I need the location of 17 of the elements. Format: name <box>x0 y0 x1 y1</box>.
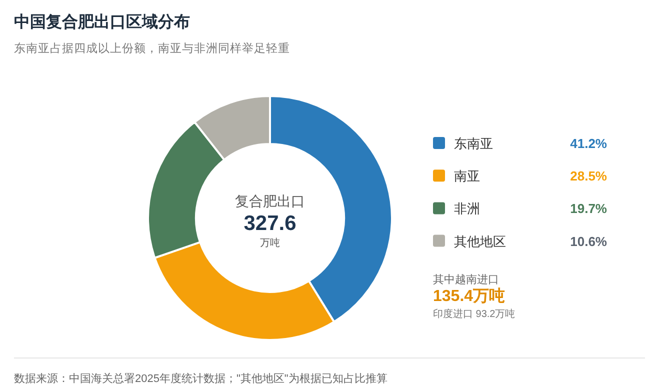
data-label: 10.6% <box>570 234 608 249</box>
text: 万吨 <box>260 237 280 249</box>
data-label: 28.5% <box>570 168 608 184</box>
text: 印度进口 93.2万吨 <box>433 308 516 320</box>
legend-label: 非洲 <box>454 201 480 216</box>
text: 327.6 <box>244 212 296 235</box>
data-label: 41.2% <box>570 136 608 151</box>
legend-label: 东南亚 <box>454 136 493 151</box>
text: 其中越南进口 <box>433 273 499 286</box>
text: 复合肥出口 <box>235 193 305 209</box>
text: 135.4万吨 <box>433 287 506 305</box>
chart-subtitle: 东南亚占据四成以上份额，南亚与非洲同样举足轻重 <box>14 41 290 55</box>
legend-label: 南亚 <box>454 168 480 184</box>
legend-label: 其他地区 <box>454 234 506 249</box>
chart-title: 中国复合肥出口区域分布 <box>14 13 190 31</box>
source-note: 数据来源：中国海关总署2025年度统计数据；"其他地区"为根据已知占比推算 <box>14 372 388 385</box>
data-label: 19.7% <box>570 201 608 216</box>
